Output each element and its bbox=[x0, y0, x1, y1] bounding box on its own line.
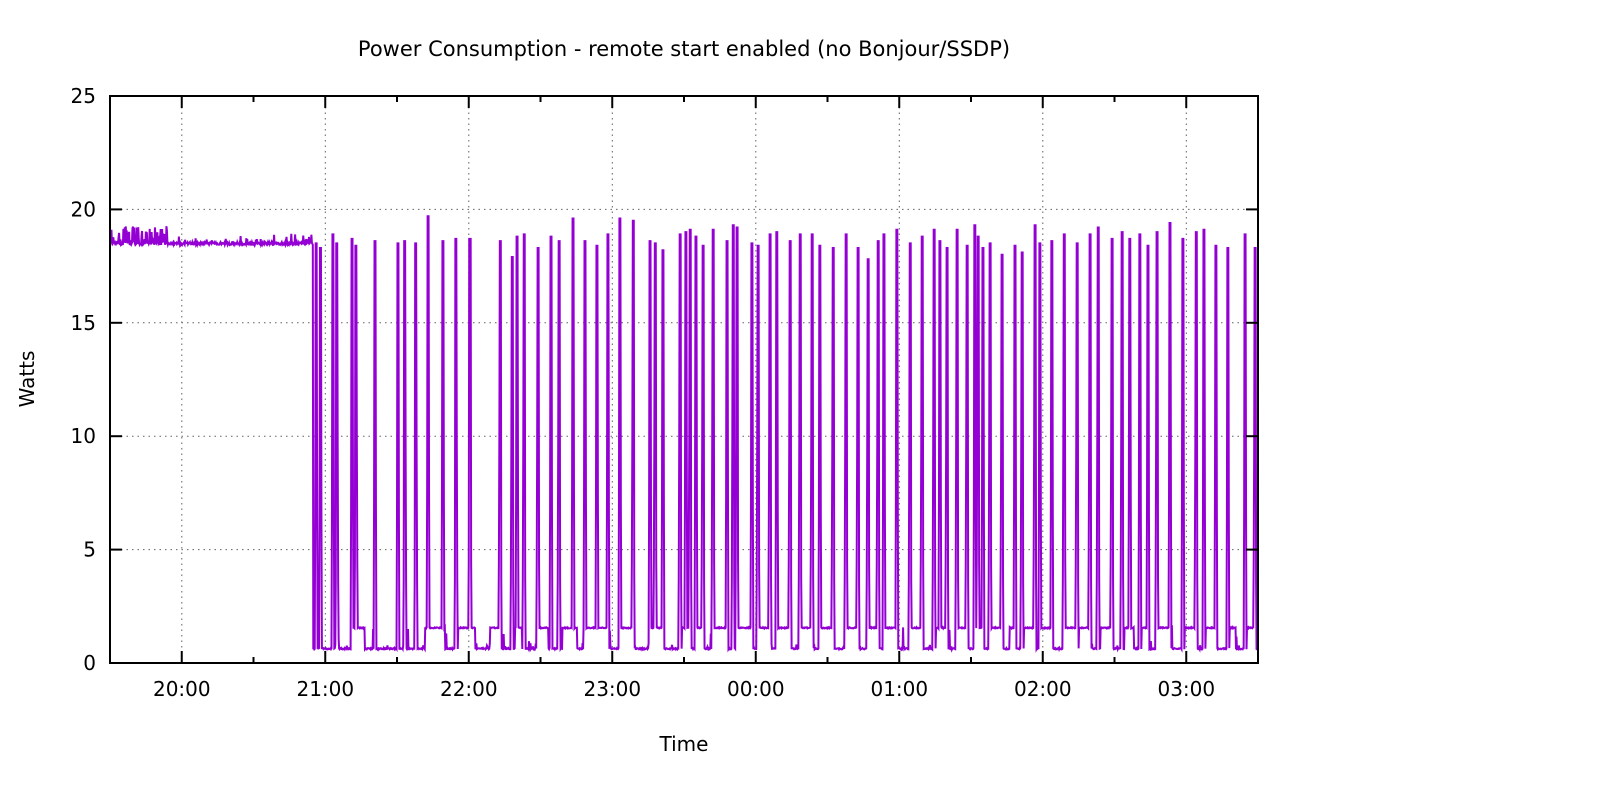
tick-labels: 20:00 21:00 22:00 23:00 00:00 01:00 02:00 03:00… bbox=[71, 84, 1216, 701]
plot-frame bbox=[109, 95, 1259, 664]
x-tick-label: 20:00 bbox=[153, 677, 211, 701]
x-tick-label: 23:00 bbox=[583, 677, 641, 701]
x-tick-label: 00:00 bbox=[727, 677, 785, 701]
chart-title: Power Consumption - remote start enabled… bbox=[358, 37, 1010, 61]
x-tick-label: 21:00 bbox=[296, 677, 354, 701]
x-tick-label: 03:00 bbox=[1157, 677, 1215, 701]
x-tick-label: 01:00 bbox=[870, 677, 928, 701]
x-axis-label: Time bbox=[659, 732, 709, 756]
grid-lines bbox=[110, 96, 1258, 663]
y-tick-label: 15 bbox=[71, 311, 96, 335]
y-tick-label: 10 bbox=[71, 424, 96, 448]
y-axis-label: Watts bbox=[15, 351, 39, 408]
y-tick-label: 20 bbox=[71, 197, 96, 221]
power-series-line bbox=[109, 215, 1259, 653]
x-tick-label: 22:00 bbox=[440, 677, 498, 701]
y-tick-label: 25 bbox=[71, 84, 96, 108]
x-tick-label: 02:00 bbox=[1014, 677, 1072, 701]
y-tick-label: 0 bbox=[83, 651, 96, 675]
y-tick-label: 5 bbox=[83, 538, 96, 562]
